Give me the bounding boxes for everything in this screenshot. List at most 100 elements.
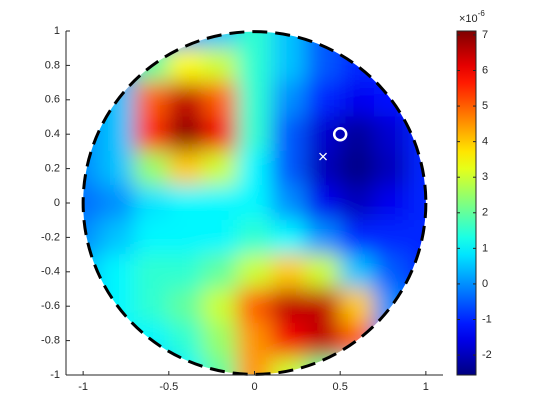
colorbar-tick-label: 3 xyxy=(482,171,488,183)
colorbar-tick-label: 1 xyxy=(482,242,488,254)
heat-cell xyxy=(99,219,136,256)
y-tick-label: 0.8 xyxy=(45,59,60,71)
heat-cell xyxy=(83,116,101,152)
heat-cell xyxy=(99,150,136,187)
y-tick-label: 0.2 xyxy=(45,163,60,175)
heat-cell xyxy=(168,82,204,118)
colorbar-tick-label: 0 xyxy=(482,278,488,290)
heat-cell xyxy=(168,116,204,152)
x-tick-label: 0 xyxy=(251,381,257,393)
colorbar-exponent-label: ×10-6 xyxy=(459,9,485,25)
heat-cell xyxy=(99,31,136,49)
heat-cell xyxy=(339,185,375,221)
heat-cell xyxy=(408,185,426,221)
heat-cell xyxy=(99,254,136,290)
heat-cell xyxy=(339,288,375,324)
heat-cell xyxy=(305,31,341,49)
heat-cell xyxy=(236,31,273,49)
heat-cell xyxy=(408,254,426,290)
heat-cell xyxy=(373,47,410,84)
heat-cell xyxy=(373,185,410,221)
heat-cell xyxy=(202,288,238,324)
heat-cell xyxy=(99,322,136,359)
heat-cell xyxy=(408,31,426,49)
heat-cell xyxy=(168,31,204,49)
colorbar-tick-label: 6 xyxy=(482,64,488,76)
colorbar-tick-label: 5 xyxy=(482,100,488,112)
marker-x xyxy=(319,152,328,161)
heat-cell xyxy=(339,150,375,187)
y-tick-label: -0.6 xyxy=(41,300,60,312)
heat-cell xyxy=(236,185,273,221)
heat-cell xyxy=(408,322,426,359)
heat-cell xyxy=(202,254,238,290)
heat-cell xyxy=(134,254,170,290)
heat-cell xyxy=(373,31,410,49)
heat-cell xyxy=(202,82,238,118)
heat-cell xyxy=(305,82,341,118)
heat-cell xyxy=(134,288,170,324)
heat-cell xyxy=(236,219,273,256)
heat-cell xyxy=(236,116,273,152)
heat-cell xyxy=(339,254,375,290)
heat-cell xyxy=(202,150,238,187)
heat-cell xyxy=(271,116,307,152)
y-tick-label: 1 xyxy=(54,25,60,37)
y-tick-label: 0 xyxy=(54,197,60,209)
x-tick-label: -1 xyxy=(78,381,88,393)
colorbar xyxy=(456,30,477,376)
heat-cell xyxy=(202,322,238,359)
heat-cell xyxy=(305,322,341,359)
heat-cell xyxy=(83,82,101,118)
heat-cell xyxy=(134,219,170,256)
x-tick-label: 0.5 xyxy=(333,381,348,393)
heat-cell xyxy=(202,219,238,256)
heat-cell xyxy=(83,31,101,49)
heat-cell xyxy=(305,219,341,256)
heat-cell xyxy=(408,219,426,256)
heat-cell xyxy=(305,254,341,290)
heat-cell xyxy=(134,116,170,152)
colorbar-tick-label: 7 xyxy=(482,29,488,41)
heat-cell xyxy=(83,254,101,290)
heat-cell xyxy=(373,219,410,256)
heat-cell xyxy=(408,47,426,84)
heat-cell xyxy=(408,82,426,118)
heat-cell xyxy=(271,288,307,324)
x-tick-label: -0.5 xyxy=(159,381,178,393)
heat-cell xyxy=(168,185,204,221)
heat-cell xyxy=(271,219,307,256)
heat-cell xyxy=(339,82,375,118)
heat-cell xyxy=(408,150,426,187)
heat-cell xyxy=(305,288,341,324)
heat-cell xyxy=(168,47,204,84)
heat-cell xyxy=(236,357,273,375)
heat-cell xyxy=(202,116,238,152)
y-tick-label: -1 xyxy=(50,369,60,381)
heat-cell xyxy=(236,254,273,290)
heat-cell xyxy=(168,219,204,256)
heat-cell xyxy=(305,47,341,84)
heat-cell xyxy=(83,322,101,359)
x-tick-label: 1 xyxy=(423,381,429,393)
heat-cell xyxy=(339,219,375,256)
heat-cell xyxy=(408,116,426,152)
heat-cell xyxy=(271,322,307,359)
heat-cell xyxy=(168,150,204,187)
heat-cell xyxy=(271,82,307,118)
heat-cell xyxy=(305,185,341,221)
heat-cell xyxy=(271,185,307,221)
heat-cell xyxy=(83,185,101,221)
colorbar-tick-label: 2 xyxy=(482,207,488,219)
boundary-circle xyxy=(81,30,428,376)
heat-cell xyxy=(271,31,307,49)
heat-cell xyxy=(408,288,426,324)
colorbar-tick-label: -1 xyxy=(482,313,492,325)
heat-cell xyxy=(339,31,375,49)
heat-cell xyxy=(373,322,410,359)
heat-cell xyxy=(202,31,238,49)
heat-cell xyxy=(99,185,136,221)
heat-cell xyxy=(236,47,273,84)
colorbar-tick-label: -2 xyxy=(482,349,492,361)
